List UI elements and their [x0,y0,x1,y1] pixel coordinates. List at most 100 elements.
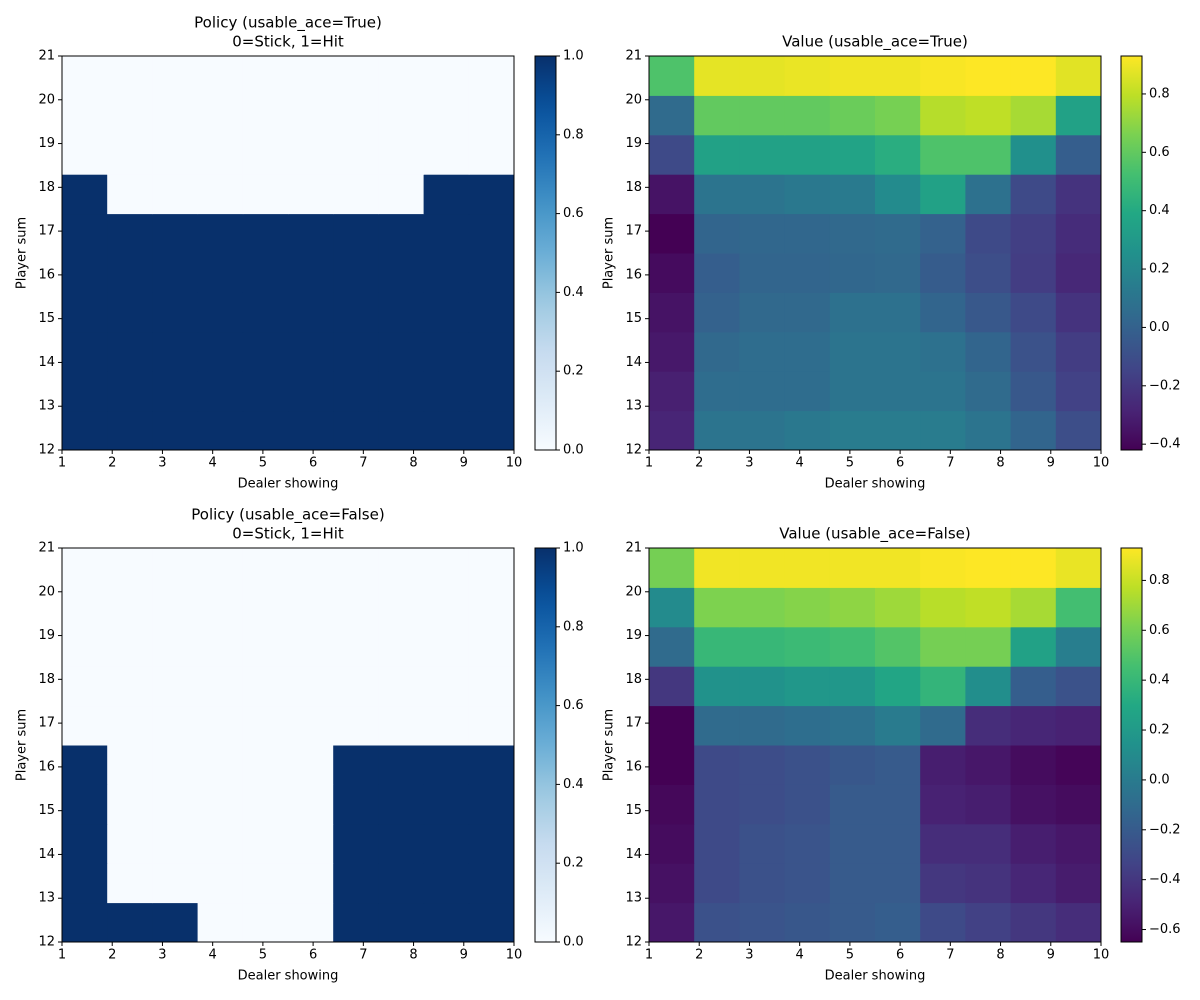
x-tick-label: 4 [209,948,217,963]
x-tick-label: 7 [946,456,954,471]
heatmap-cell [468,863,515,904]
heatmap-cell [1055,134,1102,175]
heatmap-cell [197,371,244,412]
heatmap-cell [784,863,831,904]
y-tick-label: 19 [625,136,642,151]
heatmap-cell [242,863,289,904]
heatmap-cell [965,784,1012,825]
heatmap-cell [288,56,334,96]
heatmap-cell [468,253,515,293]
heatmap-cell [468,784,515,825]
heatmap-cell [333,587,379,628]
heatmap-cell [423,745,470,785]
heatmap-cell [197,331,244,372]
heatmap-cell [1010,666,1057,707]
heatmap-cell [965,410,1012,451]
colorbar-tick-label: 0.8 [563,127,584,142]
heatmap-cell [152,587,199,628]
heatmap-cell [694,95,740,136]
heatmap-cell [739,371,786,412]
heatmap-cell [152,626,199,667]
heatmap-cell [829,902,876,943]
heatmap-cell [649,666,695,707]
heatmap-cell [62,331,108,372]
heatmap-cell [649,823,695,864]
heatmap-cell [288,902,334,943]
heatmap-cell [1055,863,1102,904]
heatmap-cell [423,784,470,825]
heatmap-cell [694,56,740,96]
heatmap-cell [288,134,334,175]
heatmap-cell [694,134,740,175]
heatmap-cell [829,331,876,372]
heatmap-cell [468,666,515,707]
x-tick-label: 5 [259,456,267,471]
heatmap-cell [288,95,334,136]
heatmap-cell [197,95,244,136]
heatmap-cell [875,587,921,628]
heatmap-cell [875,902,921,943]
heatmap-cell [197,705,244,746]
y-tick-label: 16 [625,267,642,282]
heatmap-cell [468,823,515,864]
heatmap-cell [965,626,1012,667]
heatmap-cell [649,174,695,215]
y-tick-label: 14 [625,847,642,862]
heatmap-cell [107,863,153,904]
y-tick-label: 20 [625,92,642,107]
heatmap-cell [694,587,740,628]
heatmap-cell [920,705,966,746]
heatmap-cell [920,784,966,825]
heatmap-cell [784,134,831,175]
heatmap-cell [875,134,921,175]
heatmap-cell [1055,253,1102,293]
heatmap-cell [242,213,289,254]
heatmap-cell [739,863,786,904]
heatmap-cell [152,134,199,175]
colorbar-tick-label: −0.2 [1149,822,1181,837]
heatmap-cell [242,784,289,825]
heatmap-cell [152,292,199,333]
heatmap-cell [288,666,334,707]
heatmap-cell [423,134,470,175]
colorbar-tick-label: 1.0 [563,49,584,64]
heatmap-cell [784,331,831,372]
y-tick-label: 20 [38,92,55,107]
heatmap-cell [694,705,740,746]
heatmap-cell [423,56,470,96]
heatmap-cell [920,371,966,412]
heatmap-cell [965,95,1012,136]
heatmap-cell [378,902,425,943]
heatmap-cell [468,292,515,333]
heatmap-cell [920,863,966,904]
heatmap-cell [1010,95,1057,136]
heatmap-cell [694,626,740,667]
heatmap-cell [965,587,1012,628]
colorbar-tick-label: 0.2 [563,364,584,379]
heatmap-cell [62,784,108,825]
heatmap-cell [288,587,334,628]
heatmap-cell [197,902,244,943]
y-tick-label: 21 [38,49,55,64]
y-tick-label: 13 [38,891,55,906]
heatmap-cell [197,823,244,864]
heatmap-cell [829,745,876,785]
heatmap-cell [739,410,786,451]
heatmap-cell [1010,863,1057,904]
colorbar [1120,55,1143,451]
heatmap-cell [152,410,199,451]
x-tick-label: 9 [1047,948,1055,963]
heatmap-cell [1055,331,1102,372]
heatmap-cell [739,292,786,333]
heatmap-cell [242,253,289,293]
x-tick-label: 10 [1093,456,1110,471]
heatmap-cell [242,902,289,943]
x-tick-label: 1 [645,948,653,963]
heatmap-cell [107,705,153,746]
heatmap-cell [242,174,289,215]
x-tick-label: 9 [1047,456,1055,471]
heatmap-cell [694,902,740,943]
x-tick-label: 6 [309,456,317,471]
heatmap-cell [378,587,425,628]
heatmap-cell [784,548,831,588]
